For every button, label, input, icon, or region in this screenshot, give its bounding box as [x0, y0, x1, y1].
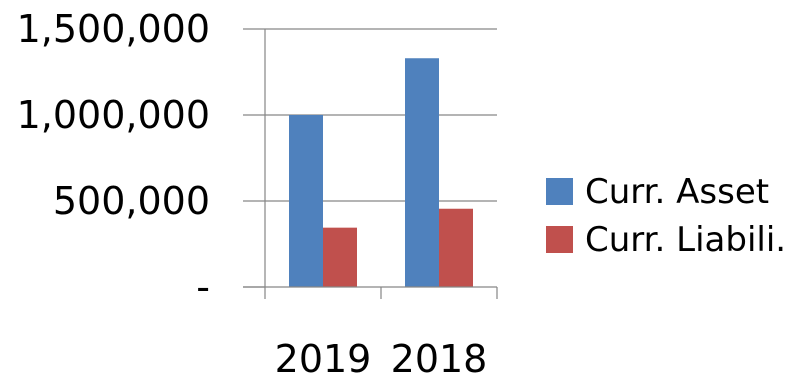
y-tick-label: -	[196, 265, 210, 309]
legend-label: Curr. Liabili.	[585, 220, 786, 260]
y-tick-label: 1,500,000	[17, 7, 210, 51]
bar-curr-liabili-2018	[439, 208, 473, 287]
bar-curr-asset-2019	[289, 115, 323, 287]
bar-curr-liabili-2019	[323, 227, 357, 287]
legend-label: Curr. Asset	[585, 172, 769, 212]
y-axis-tick-labels: - 500,000 1,000,000 1,500,000	[17, 7, 210, 309]
x-tick-label: 2019	[275, 337, 372, 380]
x-axis-tick-labels: 2019 2018	[275, 337, 488, 380]
axes	[243, 28, 498, 299]
x-tick-label: 2018	[391, 337, 488, 380]
y-tick-label: 500,000	[53, 179, 210, 223]
y-tick-label: 1,000,000	[17, 93, 210, 137]
bar-curr-asset-2018	[405, 58, 439, 287]
legend-swatch	[546, 226, 573, 253]
legend: Curr. Asset Curr. Liabili.	[546, 172, 786, 260]
legend-swatch	[546, 178, 573, 205]
bars	[289, 58, 473, 287]
